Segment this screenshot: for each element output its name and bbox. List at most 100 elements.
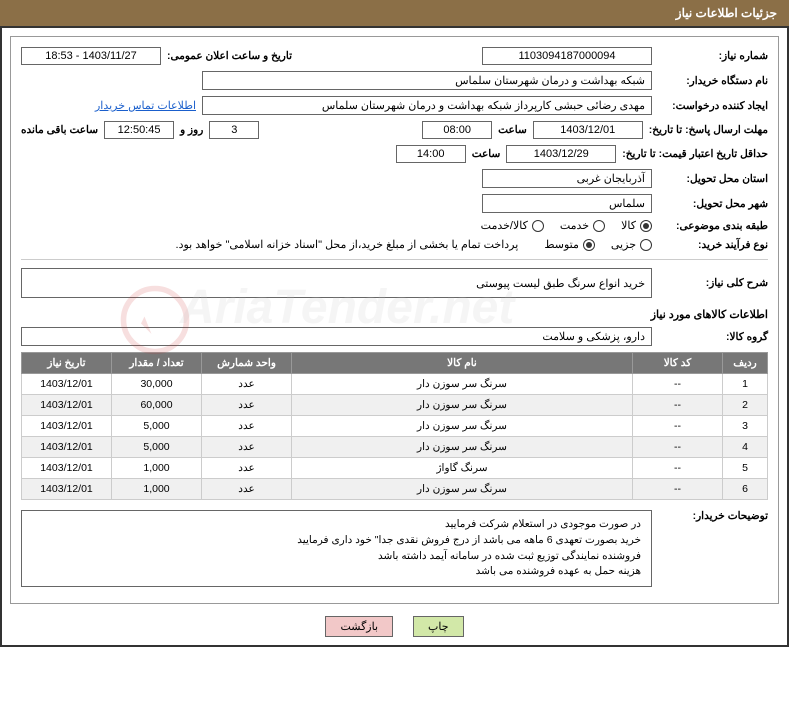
radio-partial-icon [640,239,652,251]
table-cell-code: -- [633,458,723,479]
table-cell-n: 2 [723,395,768,416]
countdown: 12:50:45 [104,121,174,139]
row-requester: ایجاد کننده درخواست: مهدی رضائی حبشی کار… [21,96,768,115]
table-cell-qty: 1,000 [112,479,202,500]
contact-link[interactable]: اطلاعات تماس خریدار [95,99,196,112]
table-row: 4--سرنگ سر سوزن دارعدد5,0001403/12/01 [22,437,768,458]
table-cell-date: 1403/12/01 [22,458,112,479]
outer-frame: شماره نیاز: 1103094187000094 تاریخ و ساع… [0,26,789,647]
requester-label: ایجاد کننده درخواست: [658,100,768,112]
row-buyer: نام دستگاه خریدار: شبکه بهداشت و درمان ش… [21,71,768,90]
buyer-value: شبکه بهداشت و درمان شهرستان سلماس [202,71,652,90]
announce-label: تاریخ و ساعت اعلان عمومی: [167,50,292,62]
group-label: گروه کالا: [658,331,768,343]
radio-goods-icon [640,220,652,232]
table-cell-date: 1403/12/01 [22,395,112,416]
print-button[interactable]: چاپ [413,616,464,637]
divider-1 [21,259,768,260]
price-valid-label: حداقل تاریخ اعتبار قیمت: تا تاریخ: [622,148,768,160]
table-row: 5--سرنگ گاواژعدد1,0001403/12/01 [22,458,768,479]
table-cell-date: 1403/12/01 [22,416,112,437]
summary-label: شرح کلی نیاز: [658,277,768,289]
days-and: روز و [180,124,203,136]
table-cell-n: 5 [723,458,768,479]
note-line-3: فروشنده نمایندگی توزیع ثبت شده در سامانه… [32,549,641,565]
process-radio-group: جزیی متوسط [544,238,652,251]
table-cell-unit: عدد [202,416,292,437]
table-cell-code: -- [633,437,723,458]
table-cell-name: سرنگ سر سوزن دار [292,395,633,416]
note-line-1: در صورت موجودی در استعلام شرکت فرمایید [32,517,641,533]
radio-partial[interactable]: جزیی [611,238,652,251]
row-price-valid: حداقل تاریخ اعتبار قیمت: تا تاریخ: 1403/… [21,145,768,163]
price-valid-time-label: ساعت [472,148,501,160]
remaining-suffix: ساعت باقی مانده [21,124,98,136]
page-header: جزئیات اطلاعات نیاز [0,0,789,26]
group-value: دارو، پزشکی و سلامت [21,327,652,346]
province-label: استان محل تحویل: [658,173,768,185]
note-line-2: خرید بصورت تعهدی 6 ماهه می باشد از درج ف… [32,533,641,549]
table-cell-unit: عدد [202,374,292,395]
summary-value: خرید انواع سرنگ طبق لیست پیوستی [21,268,652,298]
table-cell-code: -- [633,479,723,500]
table-cell-qty: 5,000 [112,416,202,437]
table-row: 3--سرنگ سر سوزن دارعدد5,0001403/12/01 [22,416,768,437]
deadline-label: مهلت ارسال پاسخ: تا تاریخ: [649,124,768,136]
table-cell-qty: 5,000 [112,437,202,458]
category-label: طبقه بندی موضوعی: [658,220,768,232]
process-label: نوع فرآیند خرید: [658,239,768,251]
th-name: نام کالا [292,353,633,374]
table-cell-name: سرنگ سر سوزن دار [292,479,633,500]
table-row: 2--سرنگ سر سوزن دارعدد60,0001403/12/01 [22,395,768,416]
payment-note: پرداخت تمام یا بخشی از مبلغ خرید،از محل … [176,238,519,251]
row-group: گروه کالا: دارو، پزشکی و سلامت [21,327,768,346]
radio-goods-service[interactable]: کالا/خدمت [481,219,544,232]
radio-partial-label: جزیی [611,238,636,251]
back-button[interactable]: بازگشت [325,616,393,637]
notes-label: توضیحات خریدار: [658,510,768,522]
row-province: استان محل تحویل: آذربایجان غربی [21,169,768,188]
th-unit: واحد شمارش [202,353,292,374]
table-cell-n: 4 [723,437,768,458]
page-title: جزئیات اطلاعات نیاز [676,6,777,20]
row-category: طبقه بندی موضوعی: کالا خدمت کالا/خدمت [21,219,768,232]
table-header-row: ردیف کد کالا نام کالا واحد شمارش تعداد /… [22,353,768,374]
deadline-date: 1403/12/01 [533,121,643,139]
price-valid-time: 14:00 [396,145,466,163]
table-cell-n: 3 [723,416,768,437]
th-code: کد کالا [633,353,723,374]
price-valid-date: 1403/12/29 [506,145,616,163]
note-line-4: هزینه حمل به عهده فروشنده می باشد [32,564,641,580]
table-cell-code: -- [633,395,723,416]
requester-value: مهدی رضائی حبشی کارپرداز شبکه بهداشت و د… [202,96,652,115]
items-section-title: اطلاعات کالاهای مورد نیاز [21,308,768,321]
days-remain: 3 [209,121,259,139]
category-radio-group: کالا خدمت کالا/خدمت [481,219,652,232]
items-table: ردیف کد کالا نام کالا واحد شمارش تعداد /… [21,352,768,500]
table-cell-unit: عدد [202,458,292,479]
buyer-label: نام دستگاه خریدار: [658,75,768,87]
notes-box: در صورت موجودی در استعلام شرکت فرمایید خ… [21,510,652,587]
deadline-time-label: ساعت [498,124,527,136]
radio-goods-label: کالا [621,219,636,232]
row-deadline: مهلت ارسال پاسخ: تا تاریخ: 1403/12/01 سا… [21,121,768,139]
table-cell-name: سرنگ سر سوزن دار [292,437,633,458]
row-notes: توضیحات خریدار: در صورت موجودی در استعلا… [21,510,768,587]
table-cell-code: -- [633,374,723,395]
radio-service[interactable]: خدمت [560,219,605,232]
table-cell-name: سرنگ سر سوزن دار [292,416,633,437]
city-label: شهر محل تحویل: [658,198,768,210]
radio-service-label: خدمت [560,219,589,232]
table-cell-n: 1 [723,374,768,395]
th-qty: تعداد / مقدار [112,353,202,374]
announce-value: 1403/11/27 - 18:53 [21,47,161,65]
radio-goods[interactable]: کالا [621,219,652,232]
button-bar: چاپ بازگشت [10,616,779,637]
table-cell-code: -- [633,416,723,437]
row-summary: شرح کلی نیاز: خرید انواع سرنگ طبق لیست پ… [21,268,768,298]
radio-medium[interactable]: متوسط [544,238,595,251]
table-row: 6--سرنگ سر سوزن دارعدد1,0001403/12/01 [22,479,768,500]
th-date: تاریخ نیاز [22,353,112,374]
row-need-number: شماره نیاز: 1103094187000094 تاریخ و ساع… [21,47,768,65]
table-cell-qty: 1,000 [112,458,202,479]
